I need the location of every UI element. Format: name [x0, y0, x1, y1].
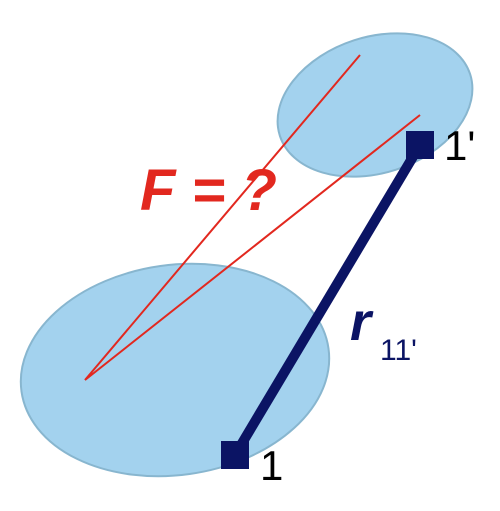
label-r: r	[350, 292, 374, 352]
label-formula: F = ?	[140, 158, 277, 223]
label-1-prime: 1'	[444, 122, 475, 169]
point-1	[221, 441, 249, 469]
point-1-prime	[406, 131, 434, 159]
label-1: 1	[260, 442, 283, 489]
ellipse-bottom	[7, 244, 343, 495]
label-r-sub: 11'	[380, 334, 417, 367]
ellipse-top	[259, 9, 491, 200]
